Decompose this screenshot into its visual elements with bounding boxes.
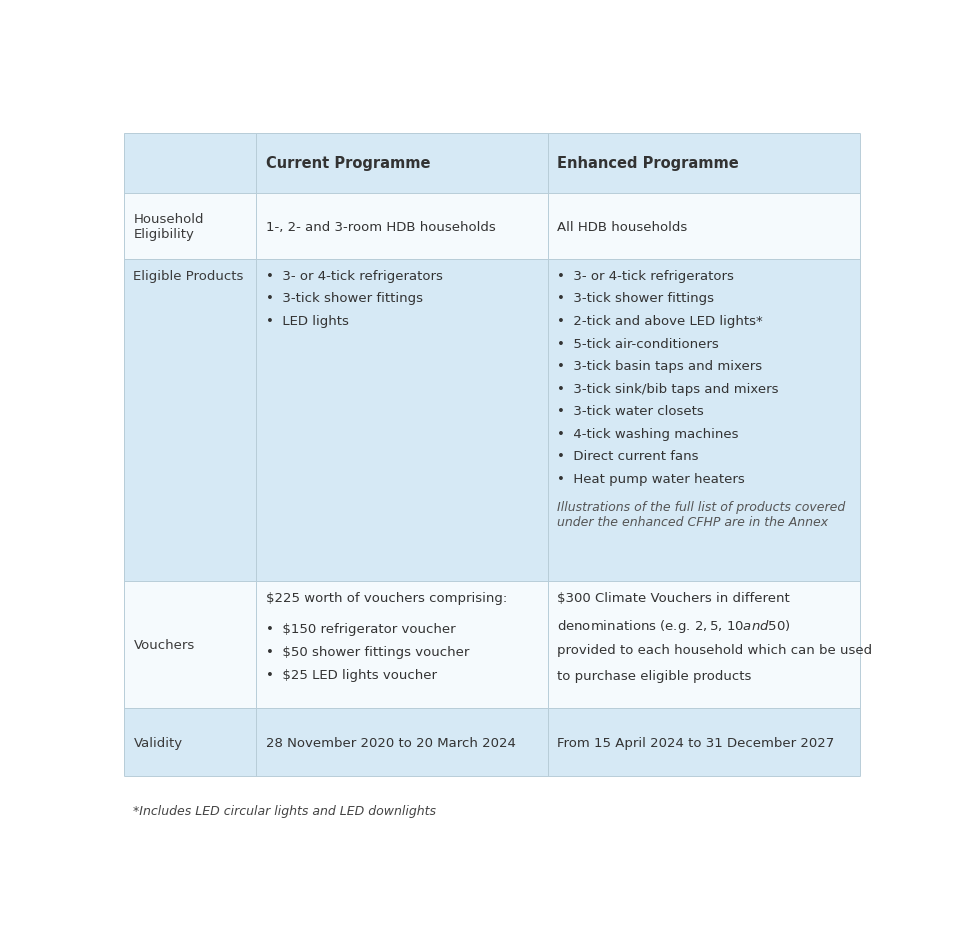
Bar <box>124 708 256 776</box>
Text: •  3-tick water closets: • 3-tick water closets <box>558 405 705 418</box>
Bar <box>548 708 860 776</box>
Text: •  $150 refrigerator voucher: • $150 refrigerator voucher <box>266 623 455 635</box>
Text: Household
Eligibility: Household Eligibility <box>133 213 204 241</box>
Text: provided to each household which can be used: provided to each household which can be … <box>558 643 873 656</box>
Bar <box>124 261 256 582</box>
Bar <box>124 582 256 708</box>
Text: •  5-tick air-conditioners: • 5-tick air-conditioners <box>558 337 719 350</box>
Text: to purchase eligible products: to purchase eligible products <box>558 669 752 682</box>
Text: 1-, 2- and 3-room HDB households: 1-, 2- and 3-room HDB households <box>266 220 495 233</box>
Bar <box>256 582 548 708</box>
Text: •  3-tick shower fittings: • 3-tick shower fittings <box>558 292 714 305</box>
Text: $225 worth of vouchers comprising:: $225 worth of vouchers comprising: <box>266 591 507 604</box>
Bar <box>548 261 860 582</box>
Bar <box>548 134 860 194</box>
Text: All HDB households: All HDB households <box>558 220 687 233</box>
Text: •  Heat pump water heaters: • Heat pump water heaters <box>558 472 745 485</box>
Bar <box>256 261 548 582</box>
Text: Eligible Products: Eligible Products <box>133 270 244 282</box>
Text: $300 Climate Vouchers in different: $300 Climate Vouchers in different <box>558 591 790 604</box>
Text: Illustrations of the full list of products covered
under the enhanced CFHP are i: Illustrations of the full list of produc… <box>558 500 846 529</box>
Text: •  3- or 4-tick refrigerators: • 3- or 4-tick refrigerators <box>266 270 443 282</box>
Text: Vouchers: Vouchers <box>133 638 195 651</box>
Text: Enhanced Programme: Enhanced Programme <box>558 156 739 171</box>
Bar <box>548 582 860 708</box>
Text: •  3-tick shower fittings: • 3-tick shower fittings <box>266 292 422 305</box>
Text: 28 November 2020 to 20 March 2024: 28 November 2020 to 20 March 2024 <box>266 735 516 749</box>
Text: denominations (e.g. $2, $5, $10 and $50): denominations (e.g. $2, $5, $10 and $50) <box>558 617 791 634</box>
Text: *Includes LED circular lights and LED downlights: *Includes LED circular lights and LED do… <box>133 804 437 817</box>
Text: •  LED lights: • LED lights <box>266 314 348 328</box>
Text: •  3-tick sink/bib taps and mixers: • 3-tick sink/bib taps and mixers <box>558 382 779 396</box>
Bar <box>124 194 256 261</box>
Bar <box>548 194 860 261</box>
Text: Validity: Validity <box>133 735 182 749</box>
Bar <box>256 194 548 261</box>
Text: From 15 April 2024 to 31 December 2027: From 15 April 2024 to 31 December 2027 <box>558 735 835 749</box>
Bar <box>256 134 548 194</box>
Text: •  3-tick basin taps and mixers: • 3-tick basin taps and mixers <box>558 360 762 373</box>
Text: •  2-tick and above LED lights*: • 2-tick and above LED lights* <box>558 314 763 328</box>
Text: •  3- or 4-tick refrigerators: • 3- or 4-tick refrigerators <box>558 270 734 282</box>
Bar <box>124 134 256 194</box>
Text: •  $50 shower fittings voucher: • $50 shower fittings voucher <box>266 646 469 658</box>
Text: •  Direct current fans: • Direct current fans <box>558 450 699 463</box>
Bar <box>256 708 548 776</box>
Text: •  $25 LED lights voucher: • $25 LED lights voucher <box>266 667 437 681</box>
Text: Current Programme: Current Programme <box>266 156 430 171</box>
Text: •  4-tick washing machines: • 4-tick washing machines <box>558 428 739 440</box>
